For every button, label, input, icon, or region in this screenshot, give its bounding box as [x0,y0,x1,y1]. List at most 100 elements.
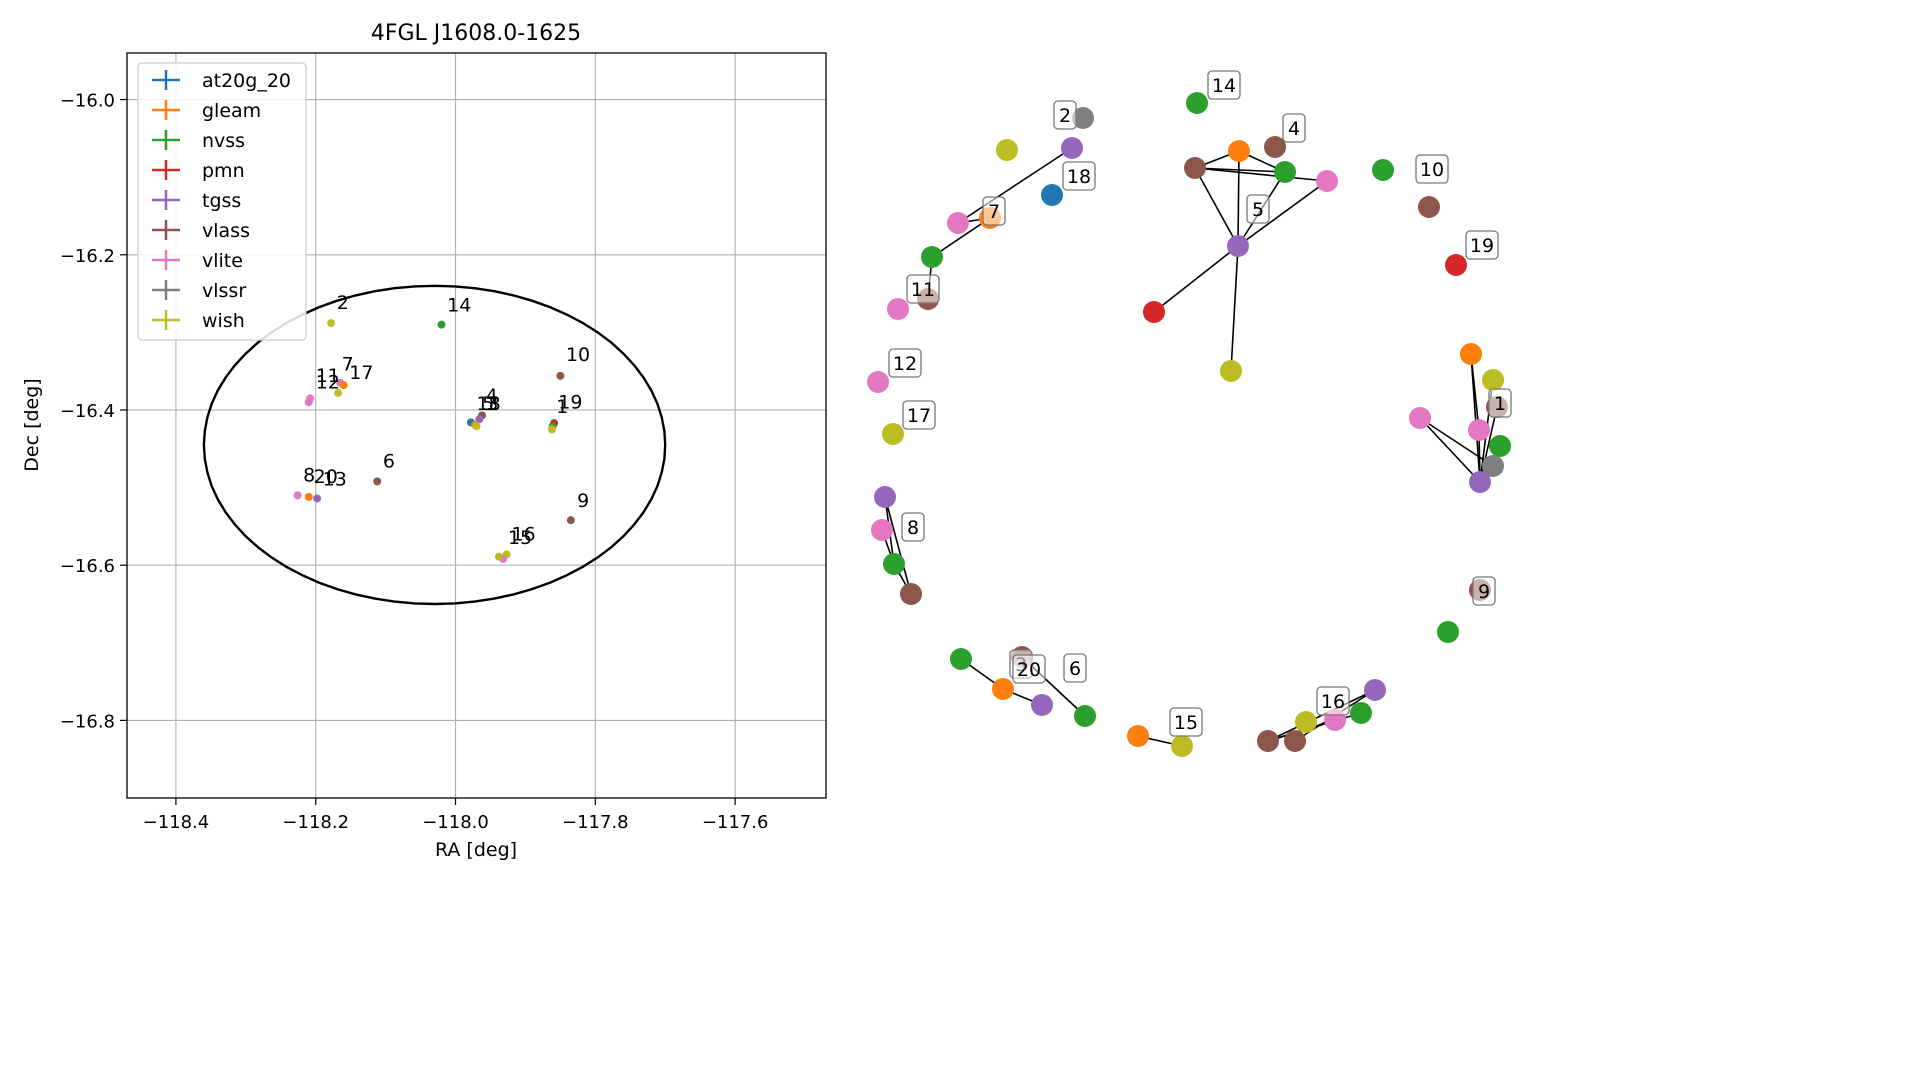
network-label-box [901,512,925,542]
network-label-box [1316,686,1350,716]
network-label-box [1415,154,1449,184]
legend-label: tgss [202,190,241,212]
legend-item: at20g_20 [152,70,291,92]
network-label-text: 9 [1478,581,1490,603]
network-node [1264,136,1286,158]
network-label-text: 4 [1288,118,1300,140]
network-node [1041,184,1063,206]
network-node [1445,254,1467,276]
network-label-text: 1 [1494,393,1506,415]
plot-frame [126,52,827,799]
network-node [1364,679,1386,701]
network-node [1482,455,1504,477]
network-node [1460,343,1482,365]
network-node [1061,137,1083,159]
network-label: 18 [1062,161,1096,191]
network-label-box [906,274,940,304]
network-edge [1237,180,1328,247]
data-point [494,552,503,561]
network-edge [1230,245,1239,372]
network-label-box [888,348,922,378]
network-label: 8 [901,512,925,542]
network-node [1482,369,1504,391]
network-node [1127,725,1149,747]
point-label: 5 [482,393,494,415]
legend-item: gleam [152,100,261,122]
network-node [1468,419,1490,441]
network-label: 7 [982,196,1006,226]
network-label-text: 7 [988,201,1000,223]
data-point [313,494,322,503]
network-node [1350,702,1372,724]
network-label-text: 16 [1321,691,1345,713]
network-label-box [1062,161,1096,191]
network-nodes [867,92,1511,757]
network-node [882,423,904,445]
network-label: 19 [1465,230,1499,260]
x-tick-label: −118.4 [143,812,210,833]
network-label: 20 [1012,654,1046,684]
data-point [566,516,575,525]
network-node [1437,621,1459,643]
network-label-text: 8 [907,517,919,539]
network-node [1372,159,1394,181]
network-node [871,519,893,541]
point-label: 13 [323,468,347,490]
network-node [1469,471,1491,493]
network-label-box [1282,113,1306,143]
y-tick-label: −16.6 [60,556,115,577]
network-node [1489,435,1511,457]
network-label-box [902,400,936,430]
network-edge [1470,353,1480,431]
y-tick-label: −16.8 [60,711,115,732]
network-node [1143,301,1165,323]
network-node [1228,140,1250,162]
network-label: 5 [1246,194,1270,224]
legend-item: vlssr [152,280,246,302]
network-edge [1194,167,1328,182]
point-label: 9 [577,490,589,512]
network-label-box [1465,230,1499,260]
x-axis-label: RA [deg] [435,839,517,861]
network-node [921,246,943,268]
network-labels: 21441810571911121178932061615 [888,70,1512,737]
network-label-text: 20 [1017,659,1041,681]
network-node [1409,407,1431,429]
point-label: 11 [316,365,340,387]
y-tick-label: −16.4 [60,401,115,422]
network-label-box [1472,576,1496,606]
x-tick-label: −118.0 [422,812,489,833]
network-label-box [1063,653,1087,683]
data-point [373,477,382,486]
network-label-text: 15 [1174,712,1198,734]
network-edge [1419,417,1494,467]
network-label-text: 14 [1212,75,1236,97]
network-label: 12 [888,348,922,378]
legend-label: nvss [202,130,245,152]
network-node [1072,107,1094,129]
network-node [992,678,1014,700]
network-edge [1194,167,1239,247]
network-node [1295,711,1317,733]
data-point [334,388,343,397]
point-label: 14 [447,294,471,316]
network-label: 2 [1053,100,1077,130]
point-label: 16 [511,523,535,545]
point-label: 17 [349,362,373,384]
point-label: 15 [508,527,532,549]
data-point [472,422,481,431]
point-label: 2 [337,292,349,314]
network-node [900,583,922,605]
network-panel: 21441810571911121178932061615 [867,70,1512,757]
network-edge [1153,245,1239,313]
point-label: 18 [477,393,501,415]
point-label: 8 [303,464,315,486]
y-axis-label: Dec [deg] [21,378,43,471]
data-point [475,415,484,424]
legend-label: vlass [202,220,250,242]
point-label: 6 [383,450,395,472]
y-tick-label: −16.0 [60,91,115,112]
